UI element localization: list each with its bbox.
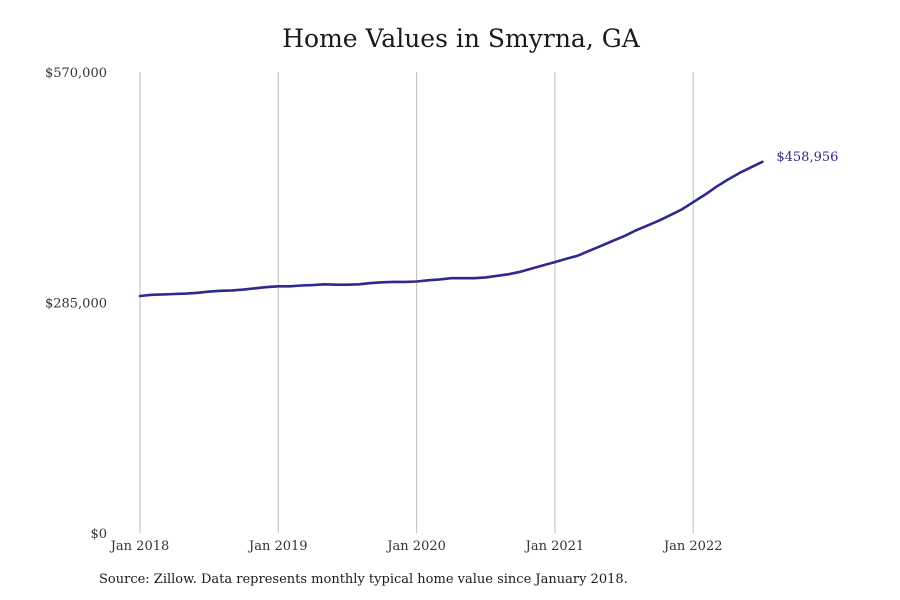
x-tick-label-2: Jan 2020 bbox=[385, 539, 446, 554]
y-tick-label-1: $285,000 bbox=[45, 297, 107, 312]
series-line-0 bbox=[138, 160, 764, 298]
end-value-label-0: $458,956 bbox=[776, 150, 838, 165]
x-tick-label-4: Jan 2022 bbox=[662, 539, 723, 554]
x-tick-label-0: Jan 2018 bbox=[109, 539, 170, 554]
x-tick-label-1: Jan 2019 bbox=[247, 539, 308, 554]
series-layer: $458,956 bbox=[138, 150, 838, 298]
x-axis-ticks: Jan 2018 Jan 2019 Jan 2020 Jan 2021 Jan 2022 bbox=[109, 539, 723, 554]
y-axis-ticks: $0 $285,000 $570,000 bbox=[45, 66, 107, 542]
y-tick-label-0: $0 bbox=[90, 527, 107, 542]
y-tick-label-2: $570,000 bbox=[45, 66, 107, 81]
source-note: Source: Zillow. Data represents monthly … bbox=[99, 572, 628, 587]
gridlines bbox=[139, 72, 694, 533]
x-tick-label-3: Jan 2021 bbox=[524, 539, 585, 554]
chart-title: Home Values in Smyrna, GA bbox=[282, 24, 640, 53]
